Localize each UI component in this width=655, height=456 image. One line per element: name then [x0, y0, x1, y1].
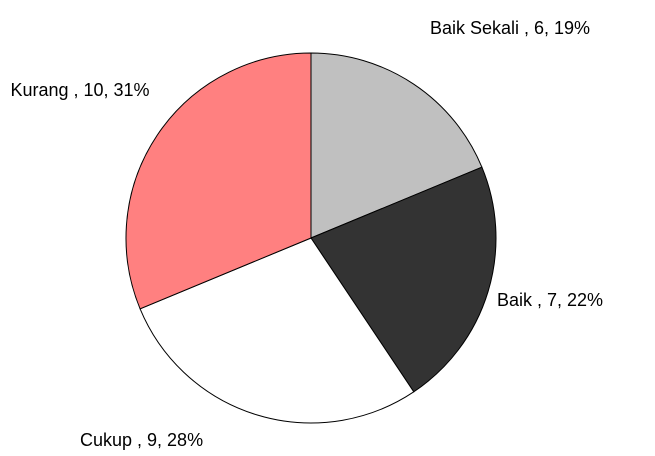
pie-slice — [139, 237, 415, 424]
data-label: Kurang , 10, 31% — [10, 80, 150, 100]
data-label: Baik Sekali , 6, 19% — [429, 18, 591, 38]
pie-slice — [125, 52, 312, 310]
data-label: Cukup , 9, 28% — [80, 430, 204, 450]
pie-slice — [310, 52, 483, 239]
pie-slice — [310, 166, 497, 393]
data-label: Baik , 7, 22% — [497, 290, 604, 310]
